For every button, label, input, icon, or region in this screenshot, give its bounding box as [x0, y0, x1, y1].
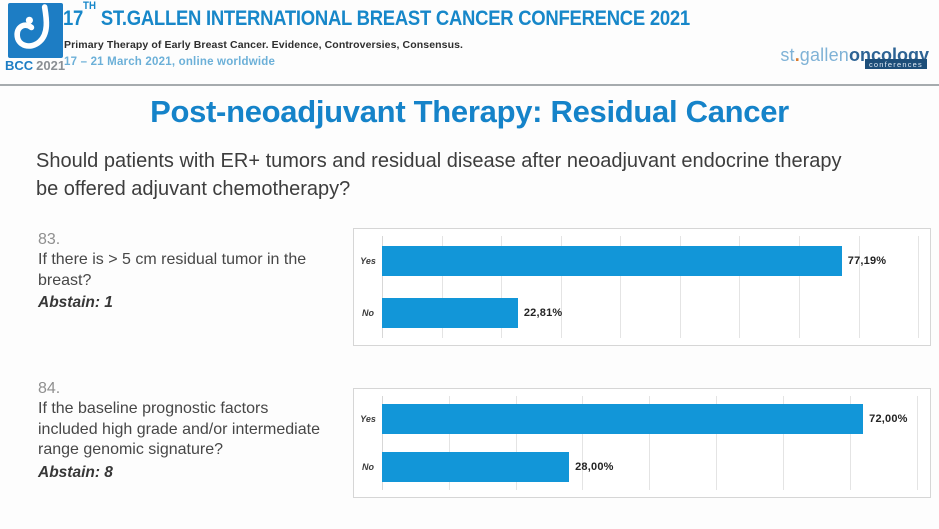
category-label-yes: Yes: [360, 256, 376, 266]
poll-number: 83.: [38, 231, 61, 248]
brand-conferences: conferences: [864, 59, 927, 69]
conference-title-text: ST.GALLEN INTERNATIONAL BREAST CANCER CO…: [95, 7, 690, 30]
gridline: [382, 236, 383, 338]
gridline: [849, 396, 851, 490]
chart-rows: Yes 72,00% No 28,00%: [354, 389, 930, 497]
bar-track: 22,81%: [382, 287, 930, 339]
header-divider: [0, 84, 939, 86]
brand-dot: .: [794, 45, 800, 65]
brand-gallen: gallen: [799, 45, 849, 65]
bar-value-label: 77,19%: [847, 255, 887, 267]
bcc-logo-caption: BCC 2021: [5, 58, 65, 73]
poll-abstain: Abstain: 1: [38, 294, 113, 312]
bar-track: 28,00%: [382, 443, 930, 491]
bar-value-label: 28,00%: [575, 461, 614, 473]
category-label-no: No: [362, 308, 374, 318]
chart-row: No 22,81%: [354, 287, 930, 339]
gridline: [739, 236, 741, 338]
gridline: [918, 236, 920, 338]
bar-yes: [382, 404, 864, 434]
gridline: [649, 396, 651, 490]
gridline: [782, 396, 784, 490]
bcc-logo-year: 2021: [36, 58, 66, 73]
poll-83-bar-chart: Yes 77,19% No 22,81%: [353, 228, 931, 346]
chart-grid: [382, 396, 930, 490]
gridline: [582, 396, 584, 490]
gridline: [441, 236, 443, 338]
main-question: Should patients with ER+ tumors and resi…: [36, 150, 842, 200]
gridline: [448, 396, 450, 490]
gridline: [501, 236, 503, 338]
conference-dates: 17 – 21 March 2021, online worldwide: [64, 56, 276, 68]
chart-row: No 28,00%: [354, 443, 930, 491]
chart-row: Yes 72,00%: [354, 395, 930, 443]
page-title: Post-neoadjuvant Therapy: Residual Cance…: [150, 94, 789, 129]
poll-abstain: Abstain: 8: [38, 463, 113, 481]
drop-icon: [14, 4, 50, 49]
chart-row: Yes 77,19%: [354, 235, 930, 287]
bcc-logo-text: BCC: [5, 58, 34, 73]
bar-track: 77,19%: [382, 235, 930, 287]
category-label-no: No: [362, 462, 374, 472]
gridline: [382, 396, 383, 490]
gridline: [560, 236, 562, 338]
gridline: [620, 236, 622, 338]
gridline: [916, 396, 918, 490]
gridline: [798, 236, 800, 338]
brand-st: st: [780, 45, 795, 65]
poll-83-text: 83. If there is > 5 cm residual tumor in…: [38, 230, 334, 313]
bar-yes: [382, 246, 842, 276]
poll-question: If there is > 5 cm residual tumor in the…: [38, 251, 307, 289]
chart-rows: Yes 77,19% No 22,81%: [354, 229, 930, 345]
conference-title-ordinal: TH: [83, 0, 96, 12]
poll-number: 84.: [38, 380, 61, 397]
gridline: [515, 396, 517, 490]
conference-subtitle: Primary Therapy of Early Breast Cancer. …: [64, 39, 464, 51]
gridline: [716, 396, 718, 490]
chart-grid: [382, 236, 930, 338]
bar-value-label: 22,81%: [523, 307, 563, 319]
bar-no: [382, 452, 570, 482]
conference-title-number: 17: [63, 7, 84, 30]
bar-value-label: 72,00%: [869, 413, 908, 425]
bar-track: 72,00%: [382, 395, 930, 443]
conference-title: 17TH ST.GALLEN INTERNATIONAL BREAST CANC…: [63, 0, 690, 31]
stgallen-oncology-logo: st.gallenoncology conferences: [780, 46, 929, 69]
poll-84-text: 84. If the baseline prognostic factors i…: [38, 379, 320, 483]
gridline: [679, 236, 681, 338]
category-label-yes: Yes: [360, 414, 376, 424]
poll-84-bar-chart: Yes 72,00% No 28,00%: [353, 388, 931, 498]
bcc-logo: [8, 3, 63, 58]
gridline: [858, 236, 860, 338]
poll-question: If the baseline prognostic factors inclu…: [38, 400, 320, 459]
bar-no: [382, 298, 518, 328]
